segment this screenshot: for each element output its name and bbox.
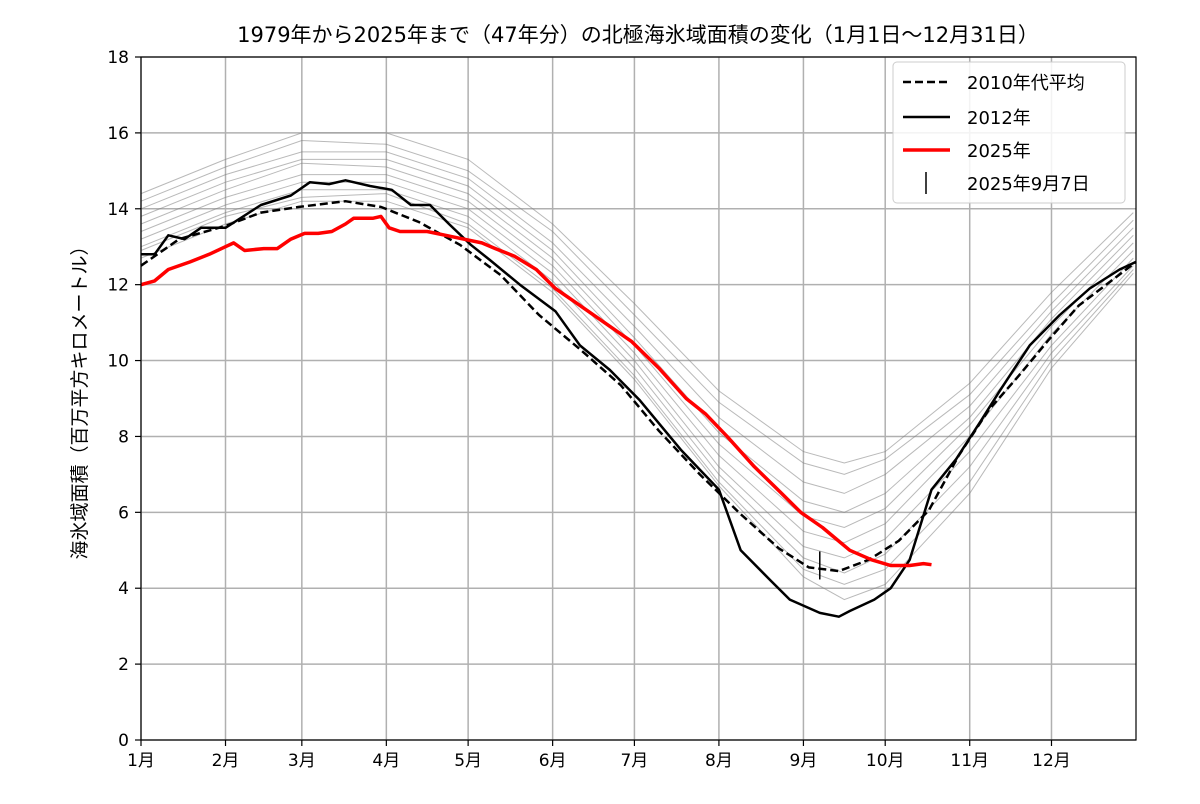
other-year-line <box>140 151 1134 494</box>
legend-label-avg: 2010年代平均 <box>967 73 1085 94</box>
y-tick-label: 18 <box>107 48 129 68</box>
x-tick-label: 1月 <box>127 751 155 771</box>
legend-label-marker: 2025年9月7日 <box>967 174 1090 195</box>
y-tick-label: 14 <box>107 200 129 220</box>
y-tick-label: 10 <box>107 352 129 372</box>
y-tick-label: 12 <box>107 276 129 296</box>
x-tick-label: 10月 <box>866 751 905 771</box>
legend-box <box>892 61 1126 204</box>
legend-label-2012: 2012年 <box>967 108 1031 129</box>
line-2012 <box>141 179 1137 618</box>
y-tick-label: 4 <box>118 579 129 599</box>
other-year-line <box>140 189 1134 574</box>
other-year-line <box>140 200 1134 601</box>
other-year-line <box>140 174 1134 544</box>
highlight-lines <box>140 179 1137 618</box>
y-tick-label: 8 <box>118 427 129 447</box>
y-tick-label: 6 <box>118 503 129 523</box>
other-years-lines <box>140 132 1134 601</box>
other-year-line <box>140 162 1134 529</box>
y-tick-label: 2 <box>118 655 129 675</box>
line-2025 <box>140 214 932 568</box>
x-tick-label: 7月 <box>620 751 648 771</box>
plot-frame <box>140 56 1137 741</box>
x-tick-label: 11月 <box>950 751 989 771</box>
x-tick-label: 3月 <box>288 751 316 771</box>
y-tick-label: 16 <box>107 124 129 144</box>
other-year-line <box>140 132 1134 464</box>
legend: 2010年代平均 2012年 2025年 2025年9月7日 <box>892 61 1126 204</box>
other-year-line <box>140 139 1134 475</box>
x-tick-label: 6月 <box>539 751 567 771</box>
other-year-line <box>140 193 1134 585</box>
chart-title: 1979年から2025年まで（47年分）の北極海氷域面積の変化（1月1日〜12月… <box>237 23 1039 47</box>
legend-label-2025: 2025年 <box>967 141 1031 162</box>
x-tick-label: 4月 <box>372 751 400 771</box>
x-tick-label: 8月 <box>705 751 733 771</box>
x-tick-label: 9月 <box>790 751 818 771</box>
axis-ticks: 0 2 4 6 8 10 12 14 16 18 1月 2月 3月 4月 5月 6月 7月 8月 9月 10月 11月 1… <box>107 48 1070 771</box>
x-tick-label: 2月 <box>212 751 240 771</box>
y-axis-label: 海氷域面積（百万平方キロメートル） <box>69 236 91 559</box>
y-tick-label: 0 <box>118 731 129 751</box>
x-tick-label: 12月 <box>1032 751 1071 771</box>
x-tick-label: 5月 <box>454 751 482 771</box>
line-2010s-average <box>140 199 1137 573</box>
